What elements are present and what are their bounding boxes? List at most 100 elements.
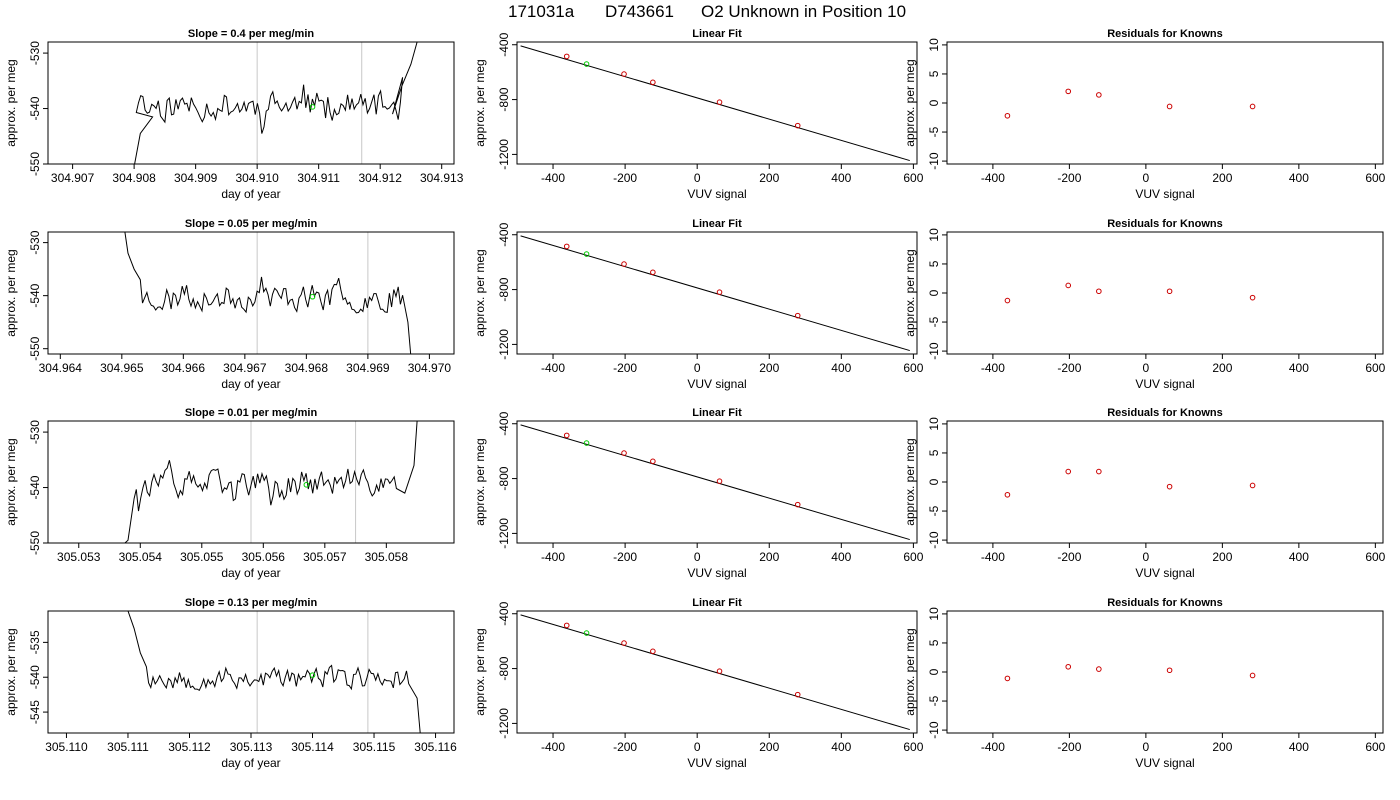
plot-marks (124, 421, 418, 543)
y-tick-label: 0 (927, 99, 941, 106)
x-tick-label: -400 (541, 740, 565, 754)
y-tick-label: -530 (28, 41, 42, 65)
y-tick-label: -400 (497, 32, 511, 56)
residual-point (1249, 294, 1256, 301)
y-axis-label: approx. per meg (473, 628, 487, 715)
plot-frame (516, 610, 918, 734)
x-tick-label: 304.909 (174, 171, 218, 185)
x-tick-label: 305.112 (168, 740, 211, 754)
x-tick-label: -400 (541, 171, 565, 185)
y-tick-label: -400 (497, 601, 511, 625)
y-tick-label: -10 (927, 531, 941, 549)
unknown-sample-point (309, 293, 316, 300)
y-tick-label: -540 (28, 96, 42, 120)
residual-point (1096, 288, 1102, 295)
x-tick-label: 0 (694, 171, 701, 185)
plot-marks (127, 611, 421, 733)
residuals-panel-row-2: Residuals for Knowns -400 -200 0 200 400 600 -1… (903, 218, 1386, 391)
residuals-panel-row-4: Residuals for Knowns -400 -200 0 200 400 600 -1… (903, 597, 1386, 770)
y-tick-label: -800 (497, 656, 511, 680)
known-standard-point (794, 501, 801, 508)
fit-line (520, 614, 910, 731)
known-standard-point (650, 79, 656, 86)
plot-frame (946, 420, 1384, 544)
known-standard-point (563, 622, 570, 629)
x-tick-label: 304.968 (285, 361, 329, 375)
x-tick-label: 305.110 (45, 740, 88, 754)
x-tick-label: 200 (759, 740, 779, 754)
x-tick-label: -200 (1057, 361, 1081, 375)
y-tick-label: -5 (927, 695, 941, 706)
y-tick-label: 5 (927, 260, 941, 267)
x-tick-label: -200 (613, 550, 637, 564)
residual-point (1166, 483, 1173, 490)
fit-panel-row-1: Linear Fit -400 -200 0 200 400 600 -1200 -800 -40… (473, 28, 924, 201)
plot-marks (1004, 663, 1256, 682)
x-tick-label: 600 (1365, 550, 1385, 564)
y-tick-label: -5 (927, 505, 941, 516)
plot-marks (134, 42, 418, 164)
y-tick-label: -800 (497, 277, 511, 301)
x-tick-label: -400 (981, 171, 1005, 185)
plot-marks (520, 424, 910, 541)
time-series-line (127, 611, 421, 733)
known-standard-point (650, 458, 656, 465)
plot-marks (520, 614, 910, 731)
super-title-id: D743661 (605, 2, 674, 21)
y-axis-label: approx. per meg (903, 438, 917, 525)
y-tick-label: -400 (497, 222, 511, 246)
timeseries-panel-row-4: Slope = 0.13 per meg/min 305.110 305.111 30… (4, 597, 457, 770)
x-tick-label: 400 (831, 361, 851, 375)
x-axis-label: VUV signal (1135, 187, 1194, 201)
x-tick-label: -200 (613, 740, 637, 754)
y-tick-label: -5 (927, 316, 941, 327)
x-tick-label: -200 (1057, 740, 1081, 754)
fit-panel-row-3: Linear Fit -400 -200 0 200 400 600 -1200 -800 -40… (473, 407, 924, 580)
y-tick-label: -800 (497, 87, 511, 111)
residual-point (1249, 482, 1256, 489)
panel-title: Slope = 0.05 per meg/min (185, 218, 318, 230)
residuals-panel-row-3: Residuals for Knowns -400 -200 0 200 400 600 -1… (903, 407, 1386, 580)
residual-point (1096, 92, 1102, 98)
panel-title: Linear Fit (692, 407, 742, 419)
panel-title: Residuals for Knowns (1107, 407, 1223, 419)
plot-frame (516, 420, 918, 544)
x-tick-label: 400 (831, 550, 851, 564)
x-tick-label: 304.907 (51, 171, 95, 185)
x-tick-label: 0 (694, 550, 701, 564)
x-tick-label: 305.116 (414, 740, 457, 754)
x-tick-label: 0 (1143, 171, 1150, 185)
x-tick-label: 305.114 (291, 740, 334, 754)
x-tick-label: 600 (1365, 171, 1385, 185)
residual-point (1004, 112, 1011, 119)
x-tick-label: 200 (1212, 361, 1232, 375)
residual-point (1004, 675, 1011, 682)
y-tick-label: -10 (927, 152, 941, 170)
x-tick-label: 305.058 (365, 550, 409, 564)
residual-point (1065, 468, 1072, 475)
y-tick-label: -530 (28, 420, 42, 444)
unknown-sample-point (583, 251, 590, 257)
x-axis-label: day of year (221, 187, 280, 201)
x-tick-label: 200 (759, 171, 779, 185)
residual-point (1166, 667, 1173, 674)
x-tick-label: 305.111 (107, 740, 149, 754)
x-tick-label: 305.055 (180, 550, 224, 564)
known-standard-point (794, 122, 801, 129)
residual-point (1004, 297, 1011, 304)
x-tick-label: 600 (903, 740, 923, 754)
residual-point (1096, 666, 1102, 672)
known-standard-point (621, 640, 627, 646)
super-title-description: O2 Unknown in Position 10 (701, 2, 906, 21)
plot-frame (946, 41, 1384, 165)
y-tick-label: 0 (927, 289, 941, 296)
x-tick-label: 304.970 (408, 361, 452, 375)
x-axis-label: day of year (221, 377, 280, 391)
x-tick-label: -400 (981, 740, 1005, 754)
x-tick-label: 200 (1212, 740, 1232, 754)
x-tick-label: 0 (694, 740, 701, 754)
y-axis-label: approx. per meg (903, 59, 917, 146)
y-tick-label: -5 (927, 126, 941, 137)
x-tick-label: 304.965 (100, 361, 144, 375)
known-standard-point (650, 269, 656, 276)
